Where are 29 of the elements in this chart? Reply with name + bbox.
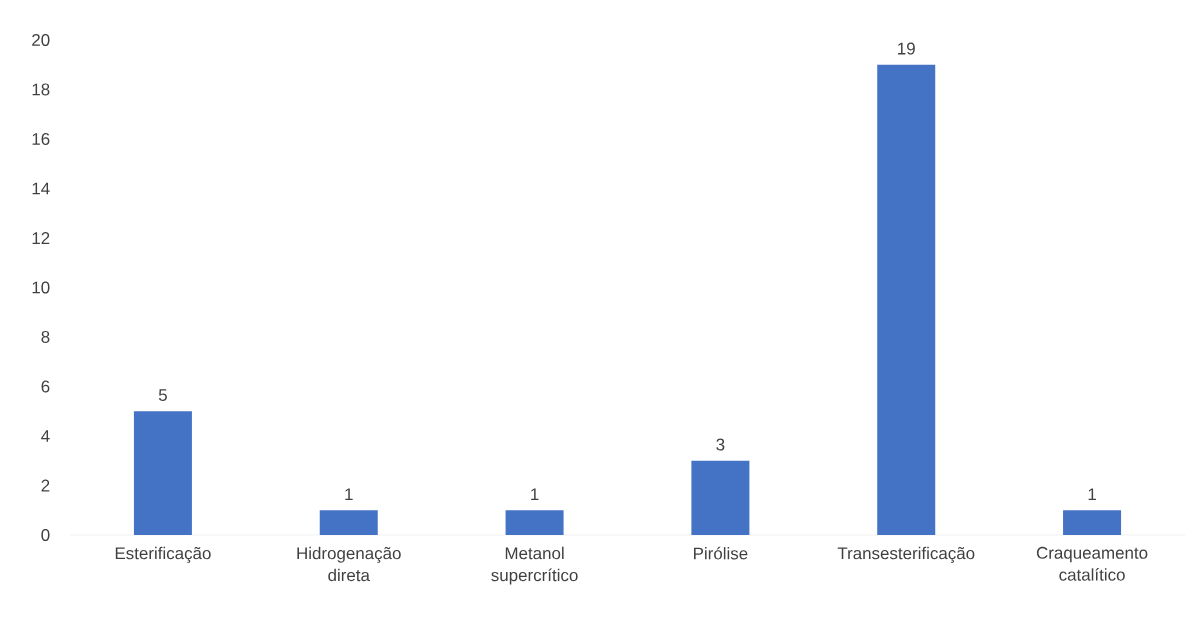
y-tick-label: 2 [41,479,50,492]
data-label: 5 [158,389,167,402]
y-tick-label: 8 [41,331,50,343]
y-tick-label: 4 [41,430,50,442]
x-tick-label: Transesterificação [837,546,975,563]
y-tick-label: 18 [32,83,50,96]
x-tick-label: Esterificação [115,546,211,563]
x-tick-label: Craqueamento catalítico [1036,546,1148,581]
x-tick-label: Pirólise [694,546,748,560]
y-tick-label: 12 [32,232,50,244]
x-tick-label: Hidrogenação direta [297,546,401,582]
bar [1063,510,1122,535]
bar [877,64,936,535]
y-tick-label: 14 [32,182,50,195]
y-tick-label: 16 [32,133,50,145]
bar [505,510,564,535]
data-label: 1 [345,488,353,501]
y-tick-label: 10 [32,281,50,294]
bar [319,510,378,535]
y-tick-label: 20 [32,34,50,46]
bar [691,460,750,535]
y-tick-label: 6 [41,380,50,393]
data-label: 1 [1088,488,1096,501]
data-label: 3 [716,438,725,451]
y-tick-label: 0 [41,529,50,541]
data-label: 1 [531,488,539,501]
bar [133,411,192,535]
x-tick-label: Metanol supercrítico [491,546,578,585]
data-label: 19 [898,42,915,55]
